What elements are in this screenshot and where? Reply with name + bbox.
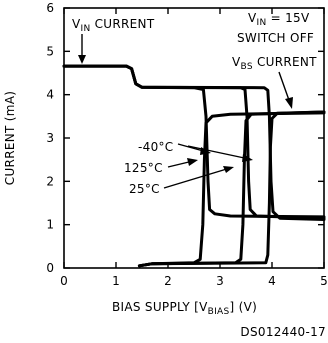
vbs-current-arrowhead	[285, 97, 293, 109]
temp-arrow-minus40-b	[187, 145, 250, 160]
curve-vbs-current-125c	[137, 111, 326, 268]
y-tick-label: 6	[46, 1, 54, 15]
vin-current-label-pre: V	[72, 17, 81, 31]
figure-id: DS012440-17	[240, 325, 326, 339]
vin-current-label: VIN CURRENT	[72, 17, 155, 34]
y-tick-label: 0	[46, 261, 54, 275]
vin-current-arrowhead	[78, 55, 86, 64]
x-axis-label: BIAS SUPPLY [VBIAS] (V)	[112, 300, 257, 317]
y-tick-label: 4	[46, 88, 54, 102]
y-axis-label: CURRENT (mA)	[3, 91, 17, 185]
temp-label-125: 125°C	[124, 161, 163, 175]
x-axis-label-sub: BIAS	[208, 307, 230, 317]
vbs-current-label-pre: V	[232, 55, 241, 69]
vbs-current-arrow	[278, 71, 291, 104]
vin-current-label-post: CURRENT	[91, 17, 155, 31]
temp-arrowhead-125	[187, 158, 198, 166]
y-tick-label: 1	[46, 218, 54, 232]
x-tick-label: 5	[320, 274, 328, 288]
condition-line-1-pre: V	[248, 11, 257, 25]
temp-label-25: 25°C	[129, 182, 160, 196]
x-tick-label: 3	[216, 274, 224, 288]
temp-label-minus40: -40°C	[138, 140, 173, 154]
y-tick-label: 5	[46, 44, 54, 58]
vin-current-label-sub: IN	[81, 24, 91, 34]
temp-arrow-25	[163, 167, 231, 189]
vbs-current-label-sub: BS	[241, 62, 253, 72]
curve-vin-current-40c	[62, 64, 326, 221]
condition-line-1-post: = 15V	[267, 11, 310, 25]
x-tick-label: 4	[268, 274, 276, 288]
x-tick-label: 1	[112, 274, 120, 288]
condition-line-1-sub: IN	[257, 18, 267, 28]
x-axis-label-pre: BIAS SUPPLY [V	[112, 300, 208, 314]
y-tick-label: 2	[46, 174, 54, 188]
axis-ticks: 0 1 2 3 4 5 0 1 2 3 4 5 6	[46, 1, 327, 288]
vbs-current-label: VBS CURRENT	[232, 55, 317, 72]
x-tick-label: 0	[60, 274, 68, 288]
temp-arrowhead-minus40-b	[242, 154, 253, 162]
curve-vbs-current-40c	[137, 110, 326, 268]
vbs-current-label-post: CURRENT	[253, 55, 317, 69]
condition-line-1: VIN = 15V	[248, 11, 310, 28]
plot-frame	[63, 7, 325, 269]
x-axis-label-post: ] (V)	[230, 300, 258, 314]
temp-arrowhead-25	[223, 166, 234, 173]
y-tick-label: 3	[46, 131, 54, 145]
curve-vbs-current-25c	[137, 110, 326, 268]
curves	[62, 64, 326, 268]
x-tick-label: 2	[164, 274, 172, 288]
condition-line-2: SWITCH OFF	[237, 31, 314, 45]
